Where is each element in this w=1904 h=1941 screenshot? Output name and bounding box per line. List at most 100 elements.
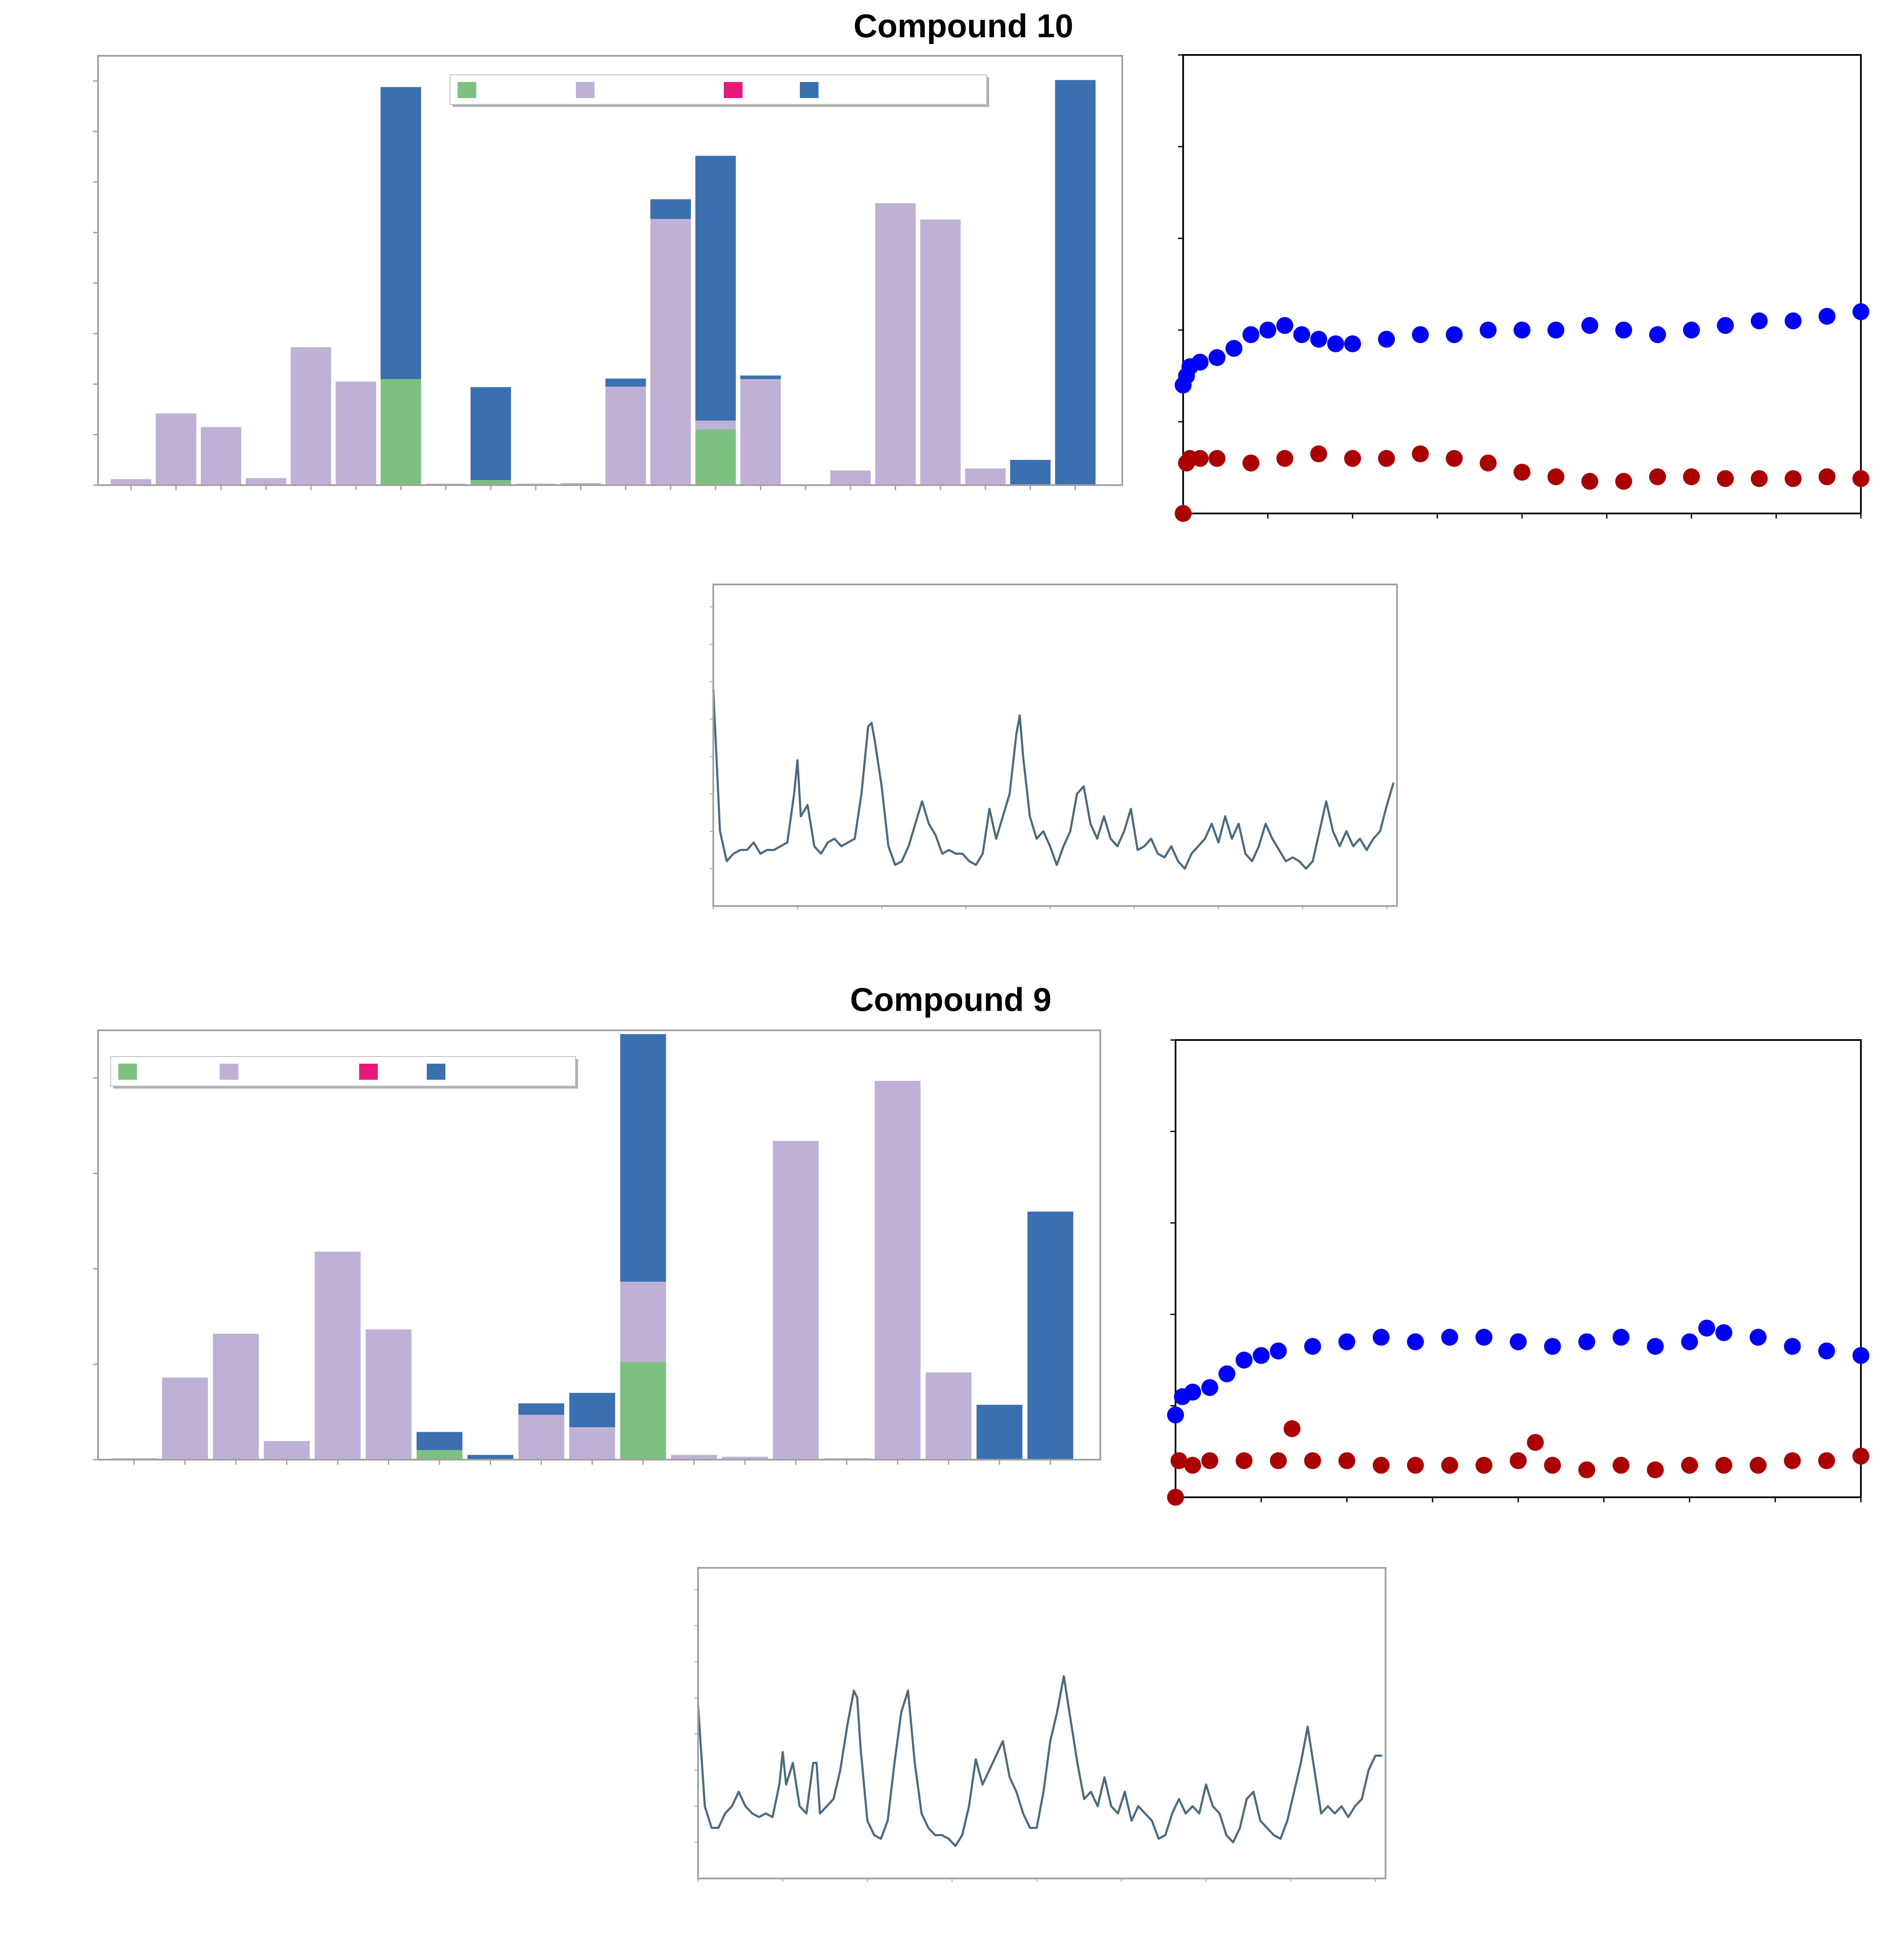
bar-asn-206-hydrophobic (560, 483, 601, 485)
bar-leu-208-water-bridges (650, 199, 691, 219)
legend-swatch-h-bonds (458, 82, 476, 98)
legend-box (450, 74, 987, 105)
protein-rmsd-point (1818, 308, 1836, 325)
protein-rmsd-point (1615, 322, 1632, 339)
protein-rmsd-point (1412, 326, 1429, 343)
bar-gln-194-water-bridges (416, 1432, 463, 1450)
protein-rmsd-point (1344, 335, 1361, 352)
bar-val-170-hydrophobic (213, 1333, 259, 1460)
bar-asp-264-water-bridges (1010, 460, 1051, 485)
bar-ile-236-hydrophobic (773, 1141, 819, 1460)
protein-rmsd-point (1852, 1347, 1869, 1364)
ligand-rmsd-point (1751, 470, 1768, 487)
ligand-rmsd-point (1784, 470, 1802, 487)
bar-val-170-hydrophobic (201, 427, 241, 485)
protein-rmsd-point (1310, 330, 1327, 348)
ligand-rmsd-series-b (1175, 445, 1869, 522)
bar-ile-236-hydrophobic (875, 203, 916, 485)
protein-rmsd-point (1717, 317, 1734, 334)
compound-10-title: Compound 10 (854, 7, 1073, 44)
bar-arg-209-water-bridges (620, 1034, 666, 1282)
bar-val-211-hydrophobic (740, 379, 781, 485)
bar-leu-208-hydrophobic (569, 1427, 615, 1460)
bar-val-211-water-bridges (740, 375, 781, 379)
protein-rmsd-point (1544, 1338, 1561, 1355)
protein-rmsd-point (1479, 322, 1497, 339)
ligand-rmsd-point (1544, 1457, 1561, 1474)
ligand-rmsd-point (1276, 450, 1293, 467)
protein-rmsd-point (1208, 349, 1226, 366)
rmsf-line-f (697, 1675, 1382, 1847)
ligand-rmsd-point (1749, 1457, 1767, 1474)
ligand-rmsd-point (1510, 1452, 1527, 1469)
plot-frame-b (1182, 54, 1862, 514)
ligand-rmsd-point (1283, 1420, 1301, 1437)
protein-rmsd-point (1259, 322, 1277, 339)
protein-rmsd-point (1715, 1324, 1732, 1341)
protein-rmsd-point (1547, 322, 1565, 339)
ligand-rmsd-point (1412, 445, 1429, 462)
protein-rmsd-point (1698, 1319, 1716, 1337)
protein-rmsd-point (1612, 1329, 1630, 1346)
bar-ala-168-hydrophobic (155, 413, 196, 485)
bar-thr-265-water-bridges (1055, 80, 1096, 485)
ligand-rmsd-point (1527, 1434, 1544, 1451)
legend-swatch-ionic (724, 82, 742, 98)
bar-gln-194-h-bonds (380, 379, 421, 485)
protein-rmsd-point (1852, 303, 1869, 320)
bar-ala-168-hydrophobic (162, 1377, 208, 1460)
ligand-rmsd-point (1167, 1489, 1184, 1506)
bar-leu-189-hydrophobic (336, 381, 376, 485)
protein-rmsd-point (1749, 1329, 1767, 1346)
bar-leu-207-hydrophobic (518, 1414, 565, 1460)
bar-arg-209-h-bonds (620, 1362, 666, 1460)
protein-rmsd-point (1784, 312, 1802, 330)
bar-leu-208-water-bridges (569, 1392, 615, 1428)
ligand-rmsd-point (1270, 1452, 1287, 1469)
protein-rmsd-point (1818, 1342, 1835, 1360)
protein-rmsd-point (1647, 1338, 1664, 1355)
bar-leu-183-hydrophobic (264, 1441, 310, 1460)
ligand-rmsd-point (1304, 1452, 1321, 1469)
plot-frame-d (97, 1029, 1101, 1461)
charts-container (93, 54, 1869, 1882)
ligand-rmsd-point (1581, 473, 1598, 490)
protein-rmsd-point (1236, 1351, 1253, 1369)
bar-tyr-258-hydrophobic (875, 1081, 921, 1460)
legend-swatch-h-bonds (118, 1064, 137, 1080)
plot-frame-a (97, 55, 1123, 486)
protein-rmsd-point (1225, 340, 1243, 357)
plot-frame-f (697, 1567, 1386, 1879)
bar-ile-263-hydrophobic (925, 1372, 972, 1460)
ligand-rmsd-point (1683, 468, 1700, 486)
ligand-rmsd-point (1479, 454, 1497, 472)
bar-val-211-hydrophobic (671, 1455, 717, 1460)
bar-asp-264-water-bridges (977, 1405, 1023, 1460)
ligand-rmsd-point (1615, 473, 1632, 490)
legend-swatch-water-bridges (800, 82, 818, 98)
protein-rmsd-point (1681, 1333, 1698, 1351)
legend-swatch-water-bridges (427, 1064, 445, 1080)
protein-rmsd-point (1276, 317, 1293, 334)
protein-rmsd-point (1407, 1333, 1424, 1351)
ligand-rmsd-point (1372, 1457, 1390, 1474)
ligand-rmsd-point (1378, 450, 1395, 467)
bar-tyr-258-hydrophobic (920, 219, 961, 485)
ligand-rmsd-point (1170, 1452, 1188, 1469)
ligand-rmsd-point (1407, 1457, 1424, 1474)
bar-arg-209-hydrophobic (695, 420, 736, 430)
bar-ser-196-h-bonds (470, 480, 511, 485)
compound-9-title: Compound 9 (850, 981, 1052, 1018)
protein-rmsd-point (1184, 1384, 1201, 1401)
ligand-rmsd-point (1175, 505, 1192, 522)
protein-rmsd-point (1218, 1365, 1236, 1382)
protein-rmsd-point (1475, 1329, 1492, 1346)
protein-rmsd-point (1510, 1333, 1527, 1351)
bar-his-184-hydrophobic (246, 478, 286, 485)
protein-rmsd-point (1683, 322, 1700, 339)
ligand-rmsd-point (1184, 1457, 1201, 1474)
ligand-rmsd-point (1647, 1461, 1664, 1479)
ligand-rmsd-point (1310, 445, 1327, 462)
bar-thr-265-water-bridges (1027, 1211, 1073, 1460)
bar-ile-149-hydrophobic (111, 479, 152, 485)
